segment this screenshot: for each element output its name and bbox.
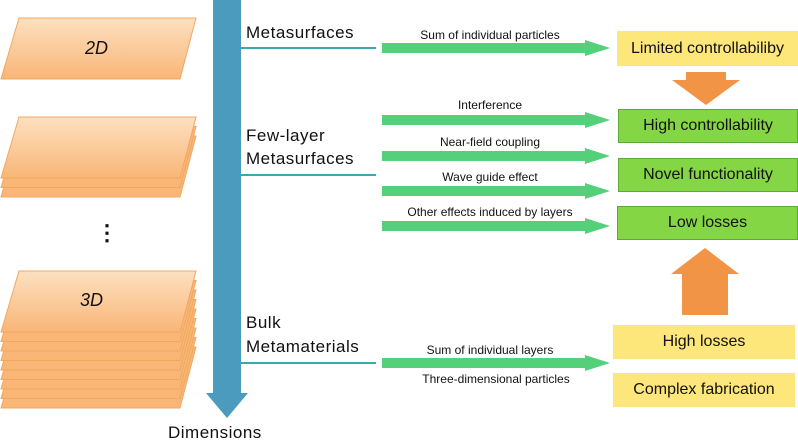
novel-functionality-box: Novel functionality: [618, 158, 798, 192]
dimensions-label: Dimensions: [168, 423, 262, 442]
dimensions-axis-arrow: [206, 0, 248, 418]
limited-controllability-box: Limited controllabiliby: [617, 31, 798, 66]
green-arrow: [382, 218, 610, 234]
plane-3d: [0, 270, 197, 333]
mechanism-label: Other effects induced by layers: [407, 205, 573, 219]
mechanism-label: Three-dimensional particles: [422, 372, 570, 386]
mechanism-label: Near-field coupling: [439, 135, 541, 149]
mechanism-label: Sum of individual particles: [420, 28, 560, 42]
orange-up-arrow: [671, 248, 739, 315]
mechanism-label: Interference: [457, 98, 523, 112]
metasurfaces-label: Metasurfaces: [246, 23, 355, 42]
few-layer-label-2: Metasurfaces: [246, 149, 355, 168]
plane-2d: [0, 17, 197, 80]
bulk-label-2: Metamaterials: [246, 337, 360, 356]
green-arrow: [382, 112, 610, 128]
high-controllability-box: High controllability: [618, 109, 798, 143]
orange-down-arrow: [672, 72, 740, 105]
ellipsis: ⋮: [96, 220, 118, 245]
plane-2d-label: 2D: [85, 38, 109, 58]
bulk-label-1: Bulk: [246, 313, 282, 332]
green-arrow: [382, 40, 610, 56]
mechanism-label: Sum of individual layers: [426, 343, 554, 357]
green-arrow: [382, 148, 610, 164]
plane-3d-label: 3D: [80, 290, 104, 310]
complex-fabrication-box: Complex fabrication: [613, 373, 795, 407]
low-losses-box: Low losses: [617, 206, 798, 240]
mechanism-label: Wave guide effect: [442, 170, 538, 184]
few-layer-label-1: Few-layer: [246, 126, 326, 145]
plane-few-layer: [0, 116, 197, 179]
green-arrow: [382, 183, 610, 199]
high-losses-box: High losses: [613, 325, 795, 359]
green-arrow: [382, 355, 610, 371]
layer-planes: [0, 17, 197, 409]
